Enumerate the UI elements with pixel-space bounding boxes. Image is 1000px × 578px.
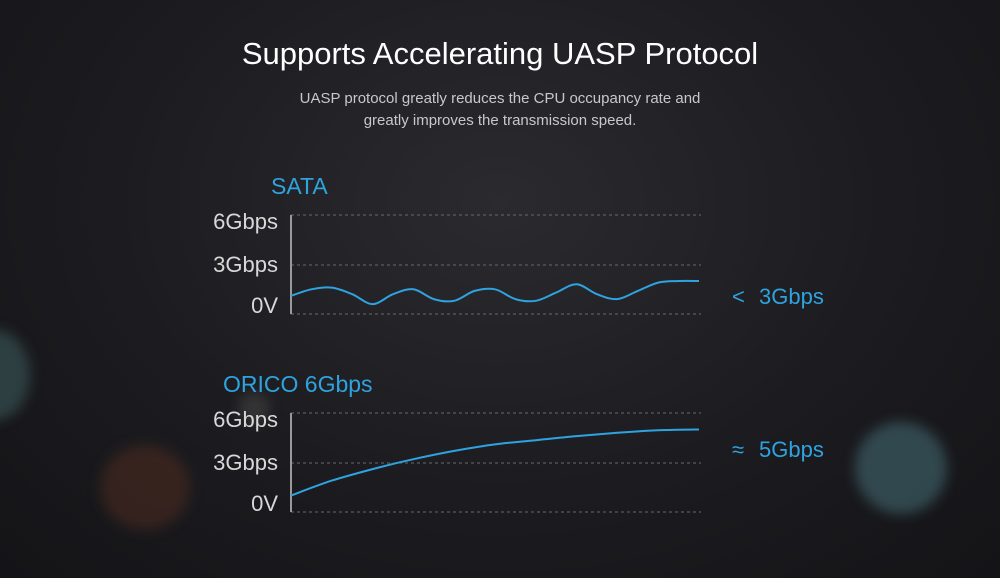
page-subtitle: UASP protocol greatly reduces the CPU oc… (280, 88, 720, 132)
sata-chart: SATA 6Gbps 3Gbps 0V < 3Gbps (213, 173, 824, 318)
series-line-sata (290, 279, 700, 306)
y-tick-label: 6Gbps (213, 209, 278, 234)
bokeh-light (238, 392, 270, 424)
y-tick-label: 3Gbps (213, 450, 278, 475)
orico-chart: ORICO 6Gbps 6Gbps 3Gbps 0V ≈ 5Gbps (213, 371, 824, 516)
bokeh-light (855, 422, 947, 514)
comparison-symbol-sata: < (732, 284, 745, 309)
chart-title-orico: ORICO 6Gbps (223, 371, 373, 397)
subtitle-line-2: greatly improves the transmission speed. (363, 112, 637, 129)
y-tick-label: 3Gbps (213, 252, 278, 277)
y-tick-label: 6Gbps (213, 407, 278, 432)
comparison-symbol-orico: ≈ (732, 437, 744, 462)
comparison-value-sata: 3Gbps (759, 284, 824, 309)
page-title: Supports Accelerating UASP Protocol (241, 36, 759, 71)
subtitle-line-1: UASP protocol greatly reduces the CPU oc… (299, 90, 701, 107)
y-tick-label: 0V (251, 293, 278, 318)
bokeh-light (100, 445, 190, 530)
series-line-orico (290, 428, 700, 497)
comparison-value-orico: 5Gbps (759, 437, 824, 462)
y-tick-label: 0V (251, 491, 278, 516)
chart-title-sata: SATA (271, 173, 328, 199)
